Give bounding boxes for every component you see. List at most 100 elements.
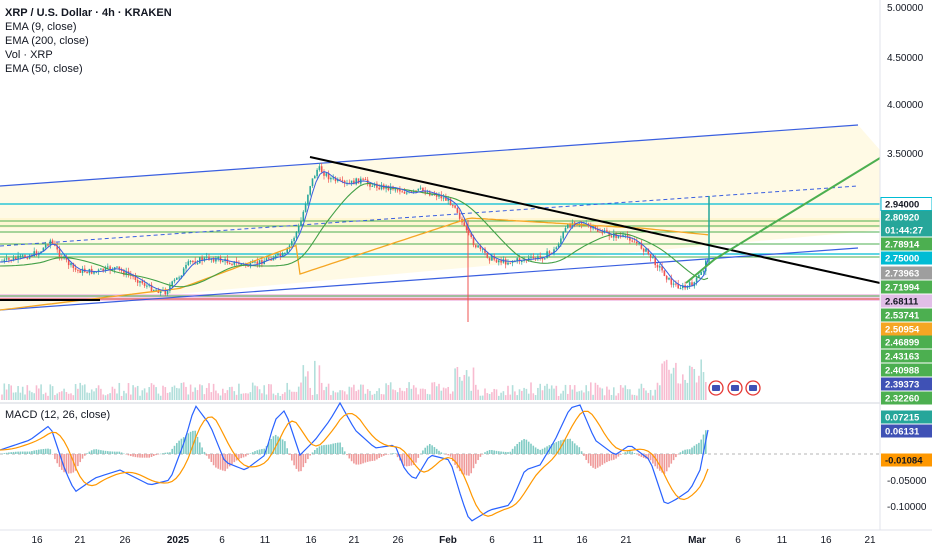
volume-bar xyxy=(394,390,397,400)
macd-hist-bar xyxy=(684,449,686,454)
price-badge[interactable] xyxy=(881,335,932,349)
legend-ema-200[interactable]: EMA (200, close) xyxy=(5,35,89,47)
price-badge-label: 2.43163 xyxy=(885,352,919,363)
volume-bar xyxy=(130,394,132,400)
macd-hist-bar xyxy=(272,436,275,454)
macd-hist-bar xyxy=(392,453,394,454)
macd-hist-bar xyxy=(58,454,61,467)
volume-bar xyxy=(426,393,429,400)
volume-bar xyxy=(389,382,392,400)
volume-bar xyxy=(334,392,337,400)
price-axis-badges[interactable]: 2.94000 2.80920 01:44:27 2.78914 2.75000 2.73… xyxy=(880,197,932,405)
volume-bar xyxy=(58,392,61,400)
candle-body xyxy=(599,231,601,233)
macd-hist-bar xyxy=(564,439,567,454)
channel-mid-line[interactable] xyxy=(0,185,859,247)
macd-hist-bar xyxy=(277,436,279,454)
volume-bar xyxy=(136,385,139,400)
macd-hist-bar xyxy=(373,454,376,461)
macd-hist-bar xyxy=(481,454,484,455)
price-badge[interactable] xyxy=(881,322,932,336)
price-badge[interactable] xyxy=(881,377,932,391)
macd-hist-bar xyxy=(279,437,282,454)
macd-hist-bar xyxy=(162,453,164,454)
price-badge[interactable] xyxy=(881,308,932,322)
price-badge[interactable] xyxy=(881,294,932,308)
macd-badge[interactable] xyxy=(881,410,932,424)
macd-legend[interactable]: MACD (12, 26, close) xyxy=(5,409,111,421)
event-icons[interactable] xyxy=(708,380,761,396)
candle-body xyxy=(688,282,691,286)
symbol-title[interactable]: XRP / U.S. Dollar · 4h · KRAKEN xyxy=(5,7,172,19)
price-badge[interactable] xyxy=(881,391,932,405)
candle-body xyxy=(516,258,518,262)
macd-hist-bar xyxy=(134,454,137,458)
volume-bar xyxy=(435,386,438,400)
macd-hist-bar xyxy=(546,446,548,454)
candle-body xyxy=(341,180,344,182)
macd-hist-bar xyxy=(539,449,541,454)
candle-body xyxy=(15,257,17,260)
macd-hist-bar xyxy=(454,454,456,465)
candle-body xyxy=(173,279,176,282)
projection-line[interactable] xyxy=(685,157,881,284)
volume-bar xyxy=(679,383,682,400)
macd-hist-bar xyxy=(28,451,31,454)
price-badge[interactable] xyxy=(881,349,932,363)
macd-hist-bar xyxy=(284,441,286,454)
volume-bar xyxy=(286,382,288,400)
legend-ema-9[interactable]: EMA (9, close) xyxy=(5,21,77,33)
candle-body xyxy=(277,253,279,256)
flag-icon-2 xyxy=(731,385,739,391)
macd-badge[interactable] xyxy=(881,453,932,467)
candle-body xyxy=(125,271,127,275)
macd-hist-bar xyxy=(187,433,190,454)
macd-hist-bar xyxy=(585,454,587,460)
macd-hist-bar xyxy=(205,454,208,456)
volume-bar xyxy=(26,385,29,400)
macd-hist-bar xyxy=(516,443,518,454)
legend-ema-50[interactable]: EMA (50, close) xyxy=(5,63,83,75)
macd-hist-bar xyxy=(24,451,26,454)
volume-bar xyxy=(447,386,449,400)
descending-trendline[interactable] xyxy=(309,156,881,284)
macd-hist-bar xyxy=(118,451,121,454)
candle-body xyxy=(468,230,470,233)
indicator-legend[interactable]: XRP / U.S. Dollar · 4h · KRAKEN EMA (9, … xyxy=(5,6,172,76)
candle-body xyxy=(475,245,477,248)
price-badge[interactable] xyxy=(881,251,932,265)
date-axis[interactable]: 16 21 26 2025 6 11 16 21 26 Feb 6 11 16 21 Mar 6 11 16 21 xyxy=(31,535,876,546)
price-badge[interactable] xyxy=(881,280,932,294)
volume-bar xyxy=(422,388,424,400)
macd-badge[interactable] xyxy=(881,424,932,438)
price-badge[interactable] xyxy=(881,266,932,280)
candle-body xyxy=(295,231,298,238)
macd-hist-bar xyxy=(495,450,498,454)
price-badge[interactable] xyxy=(881,237,932,251)
volume-bar xyxy=(265,394,268,400)
macd-hist-bar xyxy=(274,434,277,454)
macd-hist-bar xyxy=(688,449,691,454)
volume-bar xyxy=(104,395,107,400)
price-badge[interactable] xyxy=(881,210,932,224)
macd-axis-badges[interactable]: 0.07215 0.06131 -0.01084 xyxy=(881,410,932,467)
volume-bar xyxy=(125,393,127,400)
volume-bar xyxy=(192,391,194,400)
volume-bar xyxy=(169,392,171,400)
volume-bar xyxy=(3,383,6,400)
candle-body xyxy=(424,190,426,194)
legend-volume[interactable]: Vol · XRP xyxy=(5,49,53,61)
macd-hist-bar xyxy=(599,454,601,467)
macd-hist-bar xyxy=(530,443,532,454)
candle-body xyxy=(95,271,98,273)
volume-bar xyxy=(705,382,707,400)
channel-upper-line[interactable] xyxy=(0,124,859,187)
macd-hist-bar xyxy=(557,441,560,454)
price-badge[interactable] xyxy=(881,223,932,237)
price-badge[interactable] xyxy=(881,363,932,377)
candle-body xyxy=(495,259,498,263)
candle-body xyxy=(300,220,302,227)
macd-hist-bar xyxy=(440,452,443,454)
